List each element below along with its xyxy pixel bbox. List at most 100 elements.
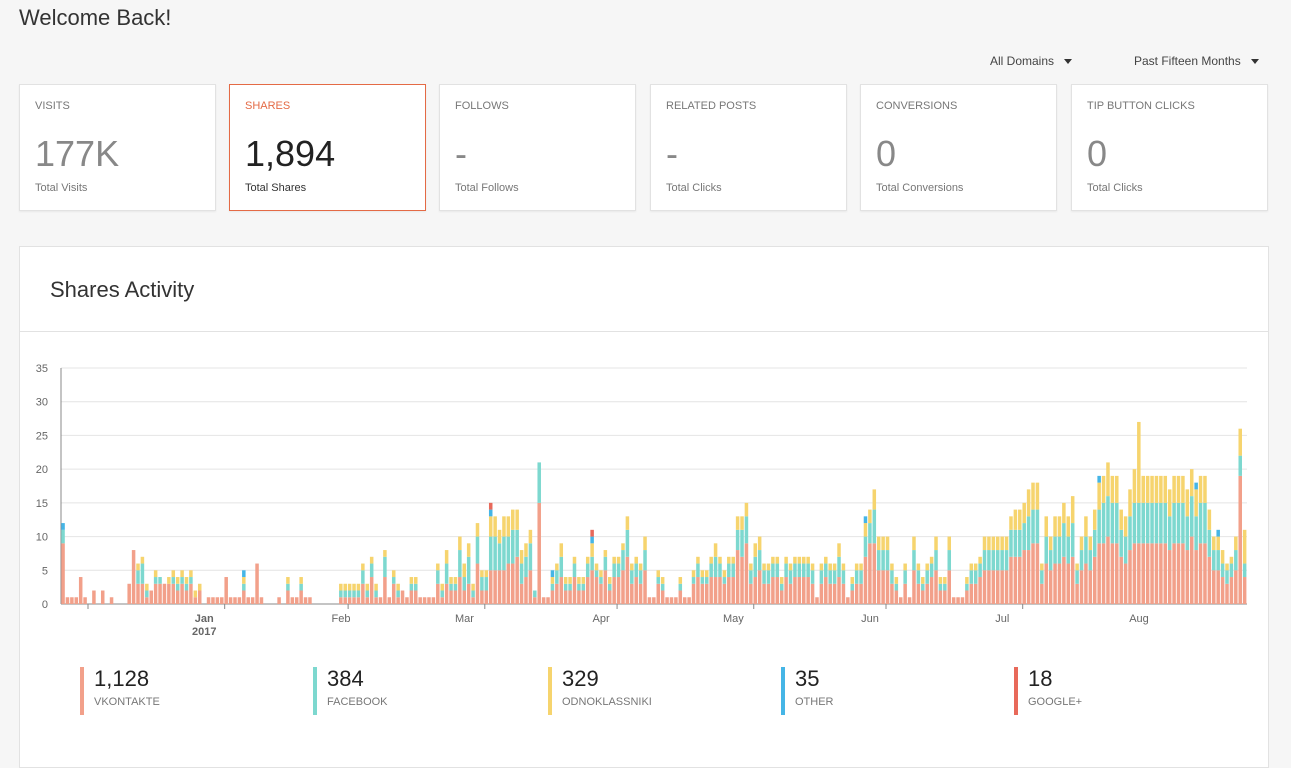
card-title: FOLLOWS [455,100,509,112]
bar-segment [1154,502,1159,544]
bar-segment [581,590,586,604]
bar-segment [1154,475,1159,503]
bar-segment [480,577,484,591]
bar-segment [449,590,453,604]
bar-segment [912,570,916,604]
bar-segment [815,597,819,604]
bar-segment [995,550,1000,571]
bar-segment [709,563,713,578]
bar-segment [625,516,630,530]
bar-segment [643,570,647,604]
bar-segment [414,577,418,584]
bar-segment [749,583,753,604]
bar-segment [634,563,638,578]
bar-segment [109,597,114,604]
bar-segment [466,556,471,584]
bar-segment [502,516,506,537]
bar-segment [965,577,969,584]
bar-segment [608,583,612,591]
bar-segment [374,583,378,591]
bar-segment [391,577,396,584]
domains-dropdown[interactable]: All Domains [990,54,1073,68]
bar-segment [903,570,907,584]
period-dropdown[interactable]: Past Fifteen Months [1134,54,1259,68]
bar-segment [180,570,184,578]
bar-segment [449,583,453,591]
bar-segment [1194,516,1198,551]
bar-segment [585,556,590,564]
bar-segment [211,597,215,604]
card-conversions[interactable]: CONVERSIONS 0 Total Conversions [860,84,1057,211]
card-title: CONVERSIONS [876,100,958,112]
legend-item-odnoklassniki[interactable]: 329 ODNOKLASSNIKI [548,667,652,717]
bar-segment [1035,509,1040,544]
legend-item-other[interactable]: 35 OTHER [781,667,834,717]
bar-segment [647,597,652,604]
bar-segment [343,583,347,591]
bar-segment [65,597,70,604]
legend-item-facebook[interactable]: 384 FACEBOOK [313,667,388,717]
bar-segment [638,563,643,571]
bar-segment [1119,529,1123,557]
bar-segment [925,563,929,571]
bar-segment [418,597,422,604]
bar-segment [868,523,872,544]
bar-segment [299,583,303,591]
bar-segment [533,597,537,604]
bar-segment [612,563,616,578]
bar-segment [749,563,753,571]
card-value: 177K [35,133,120,174]
bar-segment [374,590,378,598]
bar-segment [766,570,771,584]
card-tip-button-clicks[interactable]: TIP BUTTON CLICKS 0 Total Clicks [1071,84,1268,211]
legend-color-bar [781,667,785,715]
bar-segment [1128,489,1132,517]
bar-segment [555,570,559,584]
bar-segment [885,570,890,604]
bar-segment [872,489,877,510]
bar-segment [978,563,982,578]
bar-segment [400,590,405,604]
bar-segment [1013,509,1018,530]
card-related-posts[interactable]: RELATED POSTS - Total Clicks [650,84,847,211]
legend-item-google-plus[interactable]: 18 GOOGLE+ [1014,667,1082,717]
bar-segment [995,570,1000,604]
bar-segment [171,570,176,578]
bar-segment [1110,543,1115,604]
bar-segment [775,556,780,564]
bar-segment [757,536,762,551]
bar-segment [1044,516,1048,537]
bar-segment [361,563,365,571]
bar-segment [652,597,656,604]
bar-segment [590,536,594,544]
bar-segment [762,563,766,571]
bar-segment [70,597,74,604]
bar-segment [1207,556,1212,604]
bar-segment [431,597,436,604]
bar-segment [1242,577,1247,604]
bar-segment [965,583,969,591]
bar-segment [868,543,872,604]
bar-segment [810,583,815,604]
bar-segment [925,570,929,584]
bar-segment [537,462,541,503]
bar-segment [1026,550,1031,604]
bar-segment [727,556,731,564]
bar-segment [1194,482,1198,490]
bar-segment [488,536,493,571]
bar-segment [1062,502,1066,524]
bar-segment [61,543,65,604]
card-follows[interactable]: FOLLOWS - Total Follows [439,84,636,211]
legend-item-vkontakte[interactable]: 1,128 VKONTAKTE [80,667,160,717]
bar-segment [943,577,947,584]
bar-segment [369,563,374,578]
bar-segment [995,536,1000,551]
bar-segment [308,597,312,604]
card-visits[interactable]: VISITS 177K Total Visits [19,84,216,211]
bar-segment [868,509,872,524]
card-shares[interactable]: SHARES 1,894 Total Shares [229,84,426,211]
bar-segment [1203,502,1207,544]
y-tick-label: 25 [36,430,48,442]
bar-segment [1075,583,1079,604]
legend-color-bar [1014,667,1018,715]
